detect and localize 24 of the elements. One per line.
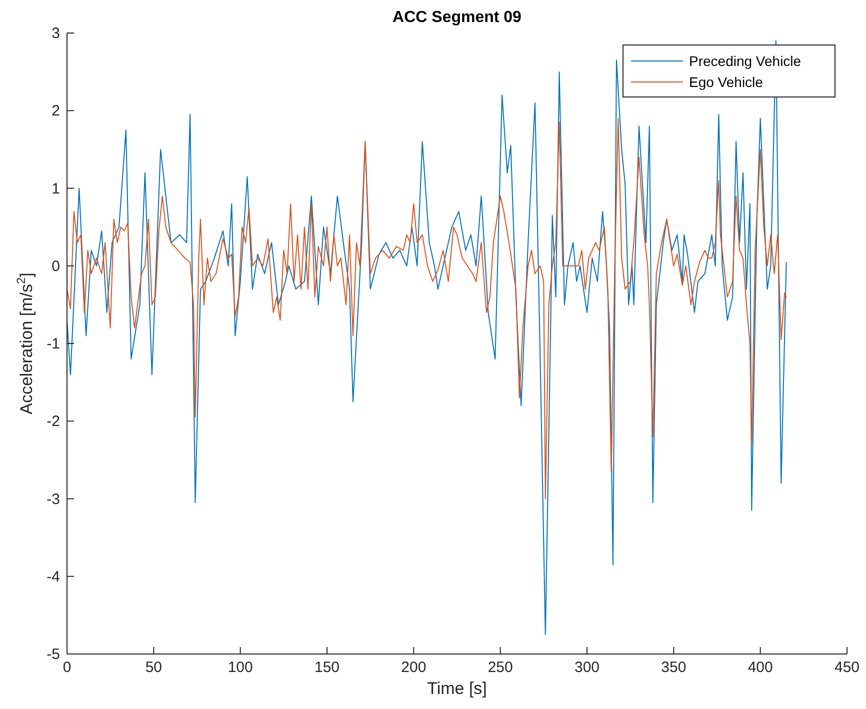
y-tick-label: -4 [46, 568, 60, 586]
x-tick-label: 250 [488, 659, 513, 676]
y-tick-label: 0 [52, 258, 60, 275]
y-tick-label: 2 [52, 102, 60, 120]
x-tick-label: 100 [228, 659, 253, 676]
x-tick-label: 0 [62, 659, 72, 676]
y-tick-label: -1 [46, 336, 60, 352]
y-tick-label: 1 [52, 180, 60, 198]
x-tick-label: 450 [834, 659, 860, 676]
x-tick-label: 350 [661, 659, 686, 676]
chart-title: ACC Segment 09 [392, 9, 522, 26]
legend-label: Ego Vehicle [689, 74, 764, 90]
y-tick-label: -5 [46, 646, 60, 663]
line-series [66, 118, 787, 500]
x-tick-label: 300 [574, 659, 600, 676]
y-tick-label: -3 [46, 490, 60, 508]
legend-label: Preceding Vehicle [689, 53, 802, 69]
x-tick-label: 150 [314, 659, 340, 676]
y-tick-label: -2 [46, 413, 60, 430]
x-axis-title: Time [s] [427, 679, 487, 698]
x-tick-label: 400 [748, 659, 773, 676]
y-tick-label: 3 [52, 25, 60, 42]
x-tick-label: 200 [401, 659, 426, 676]
x-tick-label: 50 [145, 659, 162, 676]
